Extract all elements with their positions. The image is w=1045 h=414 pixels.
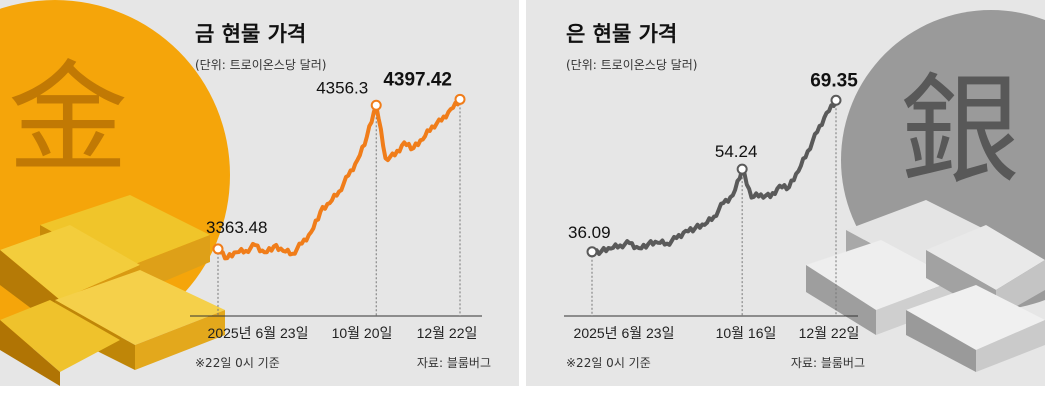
gold-data-point (370, 99, 382, 111)
silver-chart-note: ※22일 0시 기준 (566, 356, 651, 370)
gold-chart-unit: (단위: 트로이온스당 달러) (195, 58, 327, 72)
silver-data-label: 69.35 (810, 70, 858, 91)
silver-data-point (586, 246, 598, 258)
gold-hanja: 金 (8, 50, 128, 189)
gold-x-tick-label: 2025년 6월 23일 (208, 325, 309, 341)
silver-data-label: 36.09 (568, 223, 611, 242)
gold-line-chart: 3363.48 4356.3 4397.42 2025년 6월 23일 10월 20일 1… (190, 69, 482, 341)
silver-hanja: 銀 (900, 62, 1020, 201)
gold-chart-title: 금 현물 가격 (195, 22, 307, 46)
gold-series-line (216, 97, 462, 261)
silver-x-tick-label: 12월 22일 (799, 325, 860, 341)
silver-x-tick-label: 2025년 6월 23일 (574, 325, 675, 341)
gold-chart-panel: 金 금 현물 가격 (단위: 트로이온스당 달러) 3363.48 4356.3 4… (0, 0, 519, 386)
gold-data-label: 4356.3 (316, 78, 368, 97)
gold-chart-note: ※22일 0시 기준 (195, 356, 280, 370)
silver-data-point (830, 94, 842, 106)
gold-chart-source: 자료: 블룸버그 (416, 356, 491, 370)
silver-data-point (736, 163, 748, 175)
gold-data-point (454, 93, 466, 105)
gold-data-point (212, 243, 224, 255)
gold-x-tick-label: 10월 20일 (332, 325, 393, 341)
silver-chart-title: 은 현물 가격 (566, 22, 678, 46)
silver-chart-unit: (단위: 트로이온스당 달러) (566, 58, 698, 72)
gold-decoration (0, 0, 230, 386)
gold-bars-icon (0, 195, 225, 386)
silver-data-label: 54.24 (715, 142, 758, 161)
gold-data-label: 3363.48 (206, 218, 267, 237)
gold-x-tick-label: 12월 22일 (417, 325, 478, 341)
silver-decoration (806, 10, 1045, 372)
silver-chart-source: 자료: 블룸버그 (790, 356, 865, 370)
silver-chart-panel: 銀 은 현물 가격 (단위: 트로이온스당 달러) 36.09 54.24 69.3… (526, 0, 1045, 386)
silver-series-line (590, 98, 838, 256)
silver-x-tick-label: 10월 16일 (716, 325, 777, 341)
silver-bars-icon (806, 200, 1045, 372)
gold-data-label: 4397.42 (383, 69, 452, 90)
silver-line-chart: 36.09 54.24 69.35 2025년 6월 23일 10월 16일 12월 22… (564, 70, 860, 341)
